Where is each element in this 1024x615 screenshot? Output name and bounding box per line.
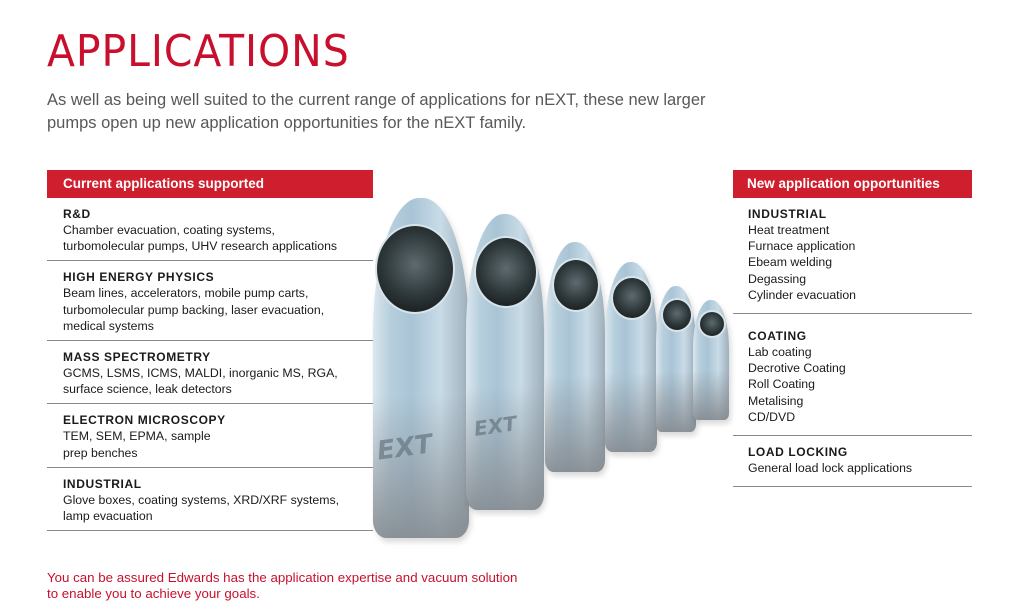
pump-2: EXT <box>466 214 544 510</box>
pump-window <box>661 298 693 332</box>
group-line: prep benches <box>63 445 138 460</box>
pump-window <box>611 276 653 320</box>
current-applications-panel: Current applications supported R&D Chamb… <box>47 170 373 532</box>
group-coating: COATING Lab coating Decrotive Coating Ro… <box>733 314 972 437</box>
group-title: MASS SPECTROMETRY <box>63 350 211 365</box>
footer-line-2: to enable you to achieve your goals. <box>47 586 260 601</box>
group-line: Beam lines, accelerators, mobile pump ca… <box>63 286 309 301</box>
group-line: medical systems <box>63 318 154 333</box>
group-line: lamp evacuation <box>63 509 153 524</box>
group-line: Cylinder evacuation <box>748 287 857 302</box>
next-logo-icon: EXT <box>472 411 519 441</box>
group-line: turbomolecular pumps, UHV research appli… <box>63 239 338 254</box>
group-line: Glove boxes, coating systems, XRD/XRF sy… <box>63 492 340 507</box>
group-title: HIGH ENERGY PHYSICS <box>63 270 215 285</box>
footer-line-1: You can be assured Edwards has the appli… <box>47 570 518 585</box>
new-opportunities-panel: New application opportunities INDUSTRIAL… <box>733 170 972 488</box>
group-line: Chamber evacuation, coating systems, <box>63 223 275 237</box>
pump-window <box>552 258 600 312</box>
group-title: R&D <box>63 207 91 221</box>
group-r-and-d: R&D Chamber evacuation, coating systems,… <box>47 198 373 262</box>
group-title: COATING <box>748 329 807 344</box>
group-title: INDUSTRIAL <box>63 476 142 491</box>
pump-1: EXT <box>373 198 469 538</box>
group-line: CD/DVD <box>748 409 796 424</box>
intro-paragraph: As well as being well suited to the curr… <box>47 91 706 132</box>
group-line: surface science, leak detectors <box>63 382 232 397</box>
pump-6 <box>693 300 729 420</box>
next-logo-icon: EXT <box>375 429 435 467</box>
group-title: LOAD LOCKING <box>748 445 848 460</box>
group-line: Metalising <box>748 393 804 408</box>
pump-window <box>474 236 538 308</box>
group-title: ELECTRON MICROSCOPY <box>63 413 226 428</box>
group-line: Degassing <box>748 271 807 286</box>
pump-window <box>698 310 726 338</box>
group-line: turbomolecular pump backing, laser evacu… <box>63 302 325 317</box>
group-mass-spectrometry: MASS SPECTROMETRY GCMS, LSMS, ICMS, MALD… <box>47 341 373 405</box>
group-line: TEM, SEM, EPMA, sample <box>63 429 211 444</box>
group-high-energy-physics: HIGH ENERGY PHYSICS Beam lines, accelera… <box>47 261 373 342</box>
group-industrial: INDUSTRIAL Glove boxes, coating systems,… <box>47 468 373 532</box>
group-electron-microscopy: ELECTRON MICROSCOPY TEM, SEM, EPMA, samp… <box>47 404 373 468</box>
group-line: GCMS, LSMS, ICMS, MALDI, inorganic MS, R… <box>63 366 338 381</box>
group-line: General load lock applications <box>748 461 913 476</box>
pump-window <box>375 224 455 314</box>
group-line: Furnace application <box>748 239 856 254</box>
pump-4 <box>605 262 657 452</box>
group-line: Lab coating <box>748 345 812 360</box>
group-industrial: INDUSTRIAL Heat treatment Furnace applic… <box>733 198 972 315</box>
footer-statement: You can be assured Edwards has the appli… <box>47 570 607 602</box>
pump-product-image: EXT EXT <box>373 198 733 548</box>
current-applications-header: Current applications supported <box>47 170 373 198</box>
page-title: APPLICATIONS <box>47 26 350 77</box>
group-line: Ebeam welding <box>748 255 833 270</box>
group-line: Heat treatment <box>748 223 830 237</box>
pump-3 <box>545 242 605 472</box>
pump-5 <box>656 286 696 432</box>
new-opportunities-header: New application opportunities <box>733 170 972 198</box>
group-title: INDUSTRIAL <box>748 207 827 221</box>
group-line: Roll Coating <box>748 377 815 392</box>
group-load-locking: LOAD LOCKING General load lock applicati… <box>733 436 972 488</box>
group-line: Decrotive Coating <box>748 361 846 376</box>
